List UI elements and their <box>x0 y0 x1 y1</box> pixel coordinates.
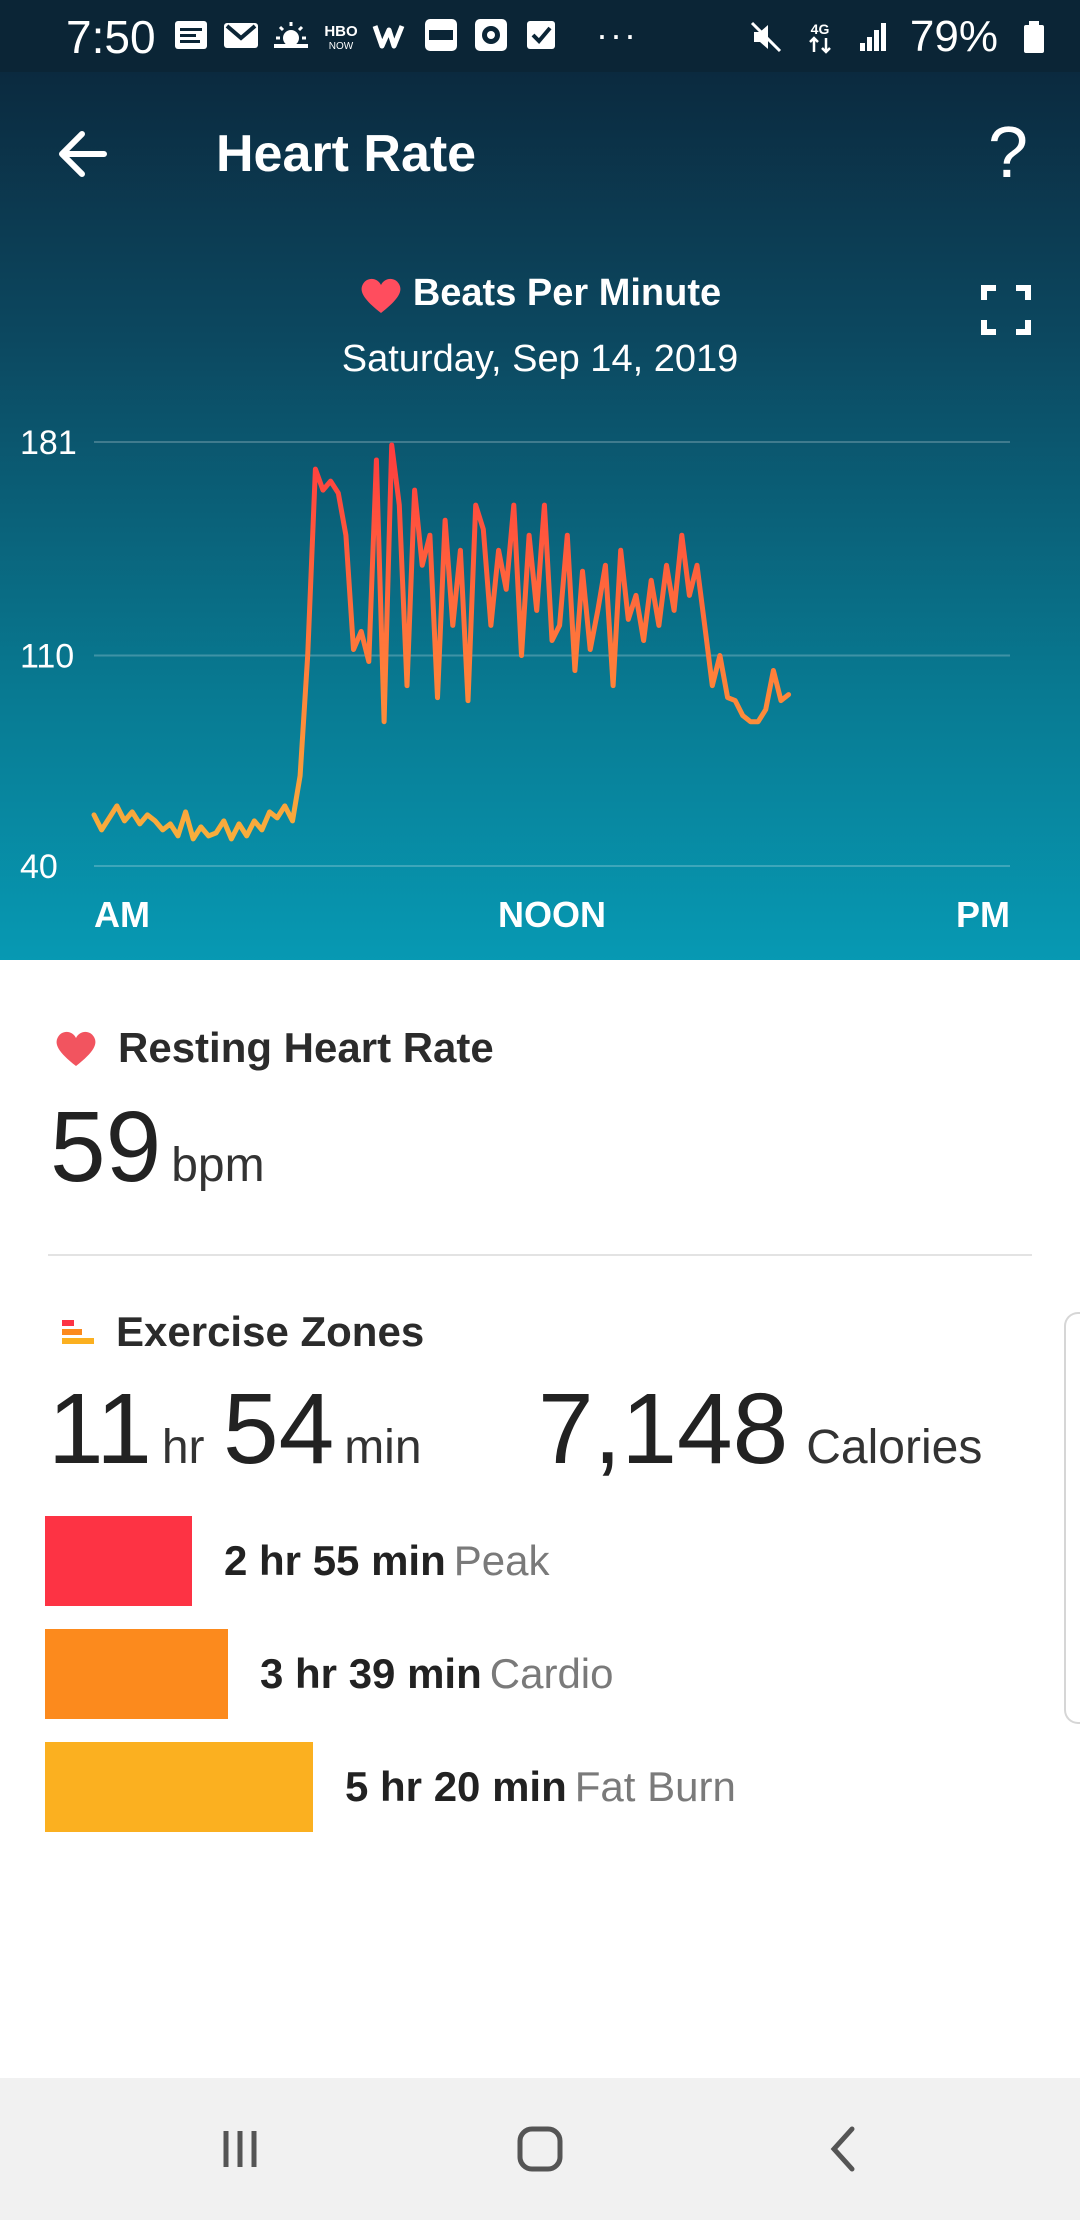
zone-time-fat-burn: 5 hr 20 min <box>345 1763 567 1810</box>
chart-title-text: Beats Per Minute <box>412 272 722 314</box>
back-icon <box>830 2126 855 2172</box>
weather-icon <box>272 15 310 55</box>
system-status: 4G 79% <box>748 12 1052 62</box>
section-divider <box>48 1254 1032 1256</box>
zone-label-cardio: 3 hr 39 min Cardio <box>260 1650 614 1698</box>
gmail-icon <box>222 15 260 55</box>
zone-bar-cardio <box>45 1629 228 1719</box>
recent-apps-icon <box>223 2131 257 2167</box>
x-tick-label: PM <box>956 894 1010 935</box>
resting-bpm-unit: bpm <box>171 1139 265 1192</box>
battery-percentage: 79% <box>909 12 998 61</box>
chart-title: Beats Per Minute <box>0 272 1080 315</box>
status-time: 7:50 <box>66 11 156 63</box>
game-icon <box>472 15 510 55</box>
wish-icon <box>372 15 410 55</box>
y-tick-label: 40 <box>20 848 58 886</box>
y-tick-label: 181 <box>20 424 77 462</box>
zone-label-peak: 2 hr 55 min Peak <box>224 1537 550 1585</box>
zones-calories: 7,148 Calories <box>538 1372 982 1487</box>
notification-icons: HBO NOW ··· <box>172 14 638 56</box>
calendar-icon <box>172 15 210 55</box>
x-tick-label: NOON <box>498 894 606 935</box>
zone-name-peak: Peak <box>453 1537 550 1584</box>
x-axis-labels: AM NOON PM <box>94 894 1010 935</box>
exercise-zones-header[interactable]: Exercise Zones <box>60 1308 424 1356</box>
slotomania-icon <box>422 15 460 55</box>
zones-total-duration: 11 hr 54 min <box>48 1372 422 1487</box>
mute-icon <box>748 17 784 57</box>
battery-icon <box>1016 17 1052 57</box>
x-tick-label: AM <box>94 894 150 935</box>
system-nav-bar <box>0 2078 1080 2220</box>
help-button[interactable]: ? <box>987 113 1028 193</box>
zone-name-fat-burn: Fat Burn <box>574 1763 736 1810</box>
y-axis-labels: 181 110 40 <box>20 424 77 886</box>
zone-row-fat-burn[interactable]: 5 hr 20 min Fat Burn <box>45 1742 736 1832</box>
chart-date: Saturday, Sep 14, 2019 <box>341 338 739 380</box>
heart-rate-hero: Heart Rate ? Beats Per Minute Saturday, … <box>0 72 1080 960</box>
home-icon <box>517 2126 563 2172</box>
svg-text:NOW: NOW <box>329 41 354 52</box>
resting-heart-rate-header[interactable]: Resting Heart Rate <box>54 1024 494 1072</box>
back-button[interactable] <box>50 120 118 188</box>
heart-rate-chart[interactable]: 181 110 40 AM NOON PM <box>0 72 1080 960</box>
recent-apps-button[interactable] <box>200 2114 280 2184</box>
zones-icon <box>62 1320 94 1344</box>
zones-minutes: 54 <box>222 1373 335 1485</box>
side-panel-handle[interactable] <box>1064 1312 1080 1724</box>
resting-heart-rate-title: Resting Heart Rate <box>118 1024 494 1071</box>
task-check-icon <box>522 15 560 55</box>
resting-bpm-number: 59 <box>50 1091 162 1203</box>
back-arrow-icon <box>59 131 107 177</box>
nav-back-button[interactable] <box>804 2114 884 2184</box>
zone-bar-peak <box>45 1516 192 1606</box>
zone-time-peak: 2 hr 55 min <box>224 1537 446 1584</box>
resting-heart-rate-value: 59 bpm <box>50 1090 265 1205</box>
zones-hours: 11 <box>48 1373 152 1485</box>
zone-label-fat-burn: 5 hr 20 min Fat Burn <box>345 1763 736 1811</box>
svg-text:HBO: HBO <box>324 23 358 40</box>
zone-row-cardio[interactable]: 3 hr 39 min Cardio <box>45 1629 614 1719</box>
more-notifications: ··· <box>596 14 638 55</box>
exercise-zones-title: Exercise Zones <box>116 1308 425 1355</box>
zone-bar-fat-burn <box>45 1742 313 1832</box>
calories-number: 7,148 <box>538 1373 789 1485</box>
hbo-now-icon: HBO NOW <box>322 15 360 55</box>
zone-row-peak[interactable]: 2 hr 55 min Peak <box>45 1516 550 1606</box>
4g-data-icon: 4G <box>802 17 838 57</box>
zone-time-cardio: 3 hr 39 min <box>260 1650 482 1697</box>
signal-icon <box>856 17 892 57</box>
zones-hours-unit: hr <box>161 1421 205 1474</box>
zone-name-cardio: Cardio <box>489 1650 614 1697</box>
heart-icon <box>361 278 401 313</box>
heart-icon <box>56 1031 96 1066</box>
y-tick-label: 110 <box>20 638 74 676</box>
svg-text:4G: 4G <box>811 21 830 37</box>
fullscreen-icon <box>981 285 1031 335</box>
calories-unit: Calories <box>806 1421 983 1474</box>
home-button[interactable] <box>500 2114 580 2184</box>
status-bar: 7:50 HBO NOW ··· 4G <box>0 0 1080 72</box>
fullscreen-button[interactable] <box>980 284 1032 336</box>
heart-rate-line <box>91 442 792 842</box>
zones-minutes-unit: min <box>344 1421 422 1474</box>
page-title: Heart Rate <box>216 125 477 183</box>
chart-gridlines <box>94 441 1010 867</box>
